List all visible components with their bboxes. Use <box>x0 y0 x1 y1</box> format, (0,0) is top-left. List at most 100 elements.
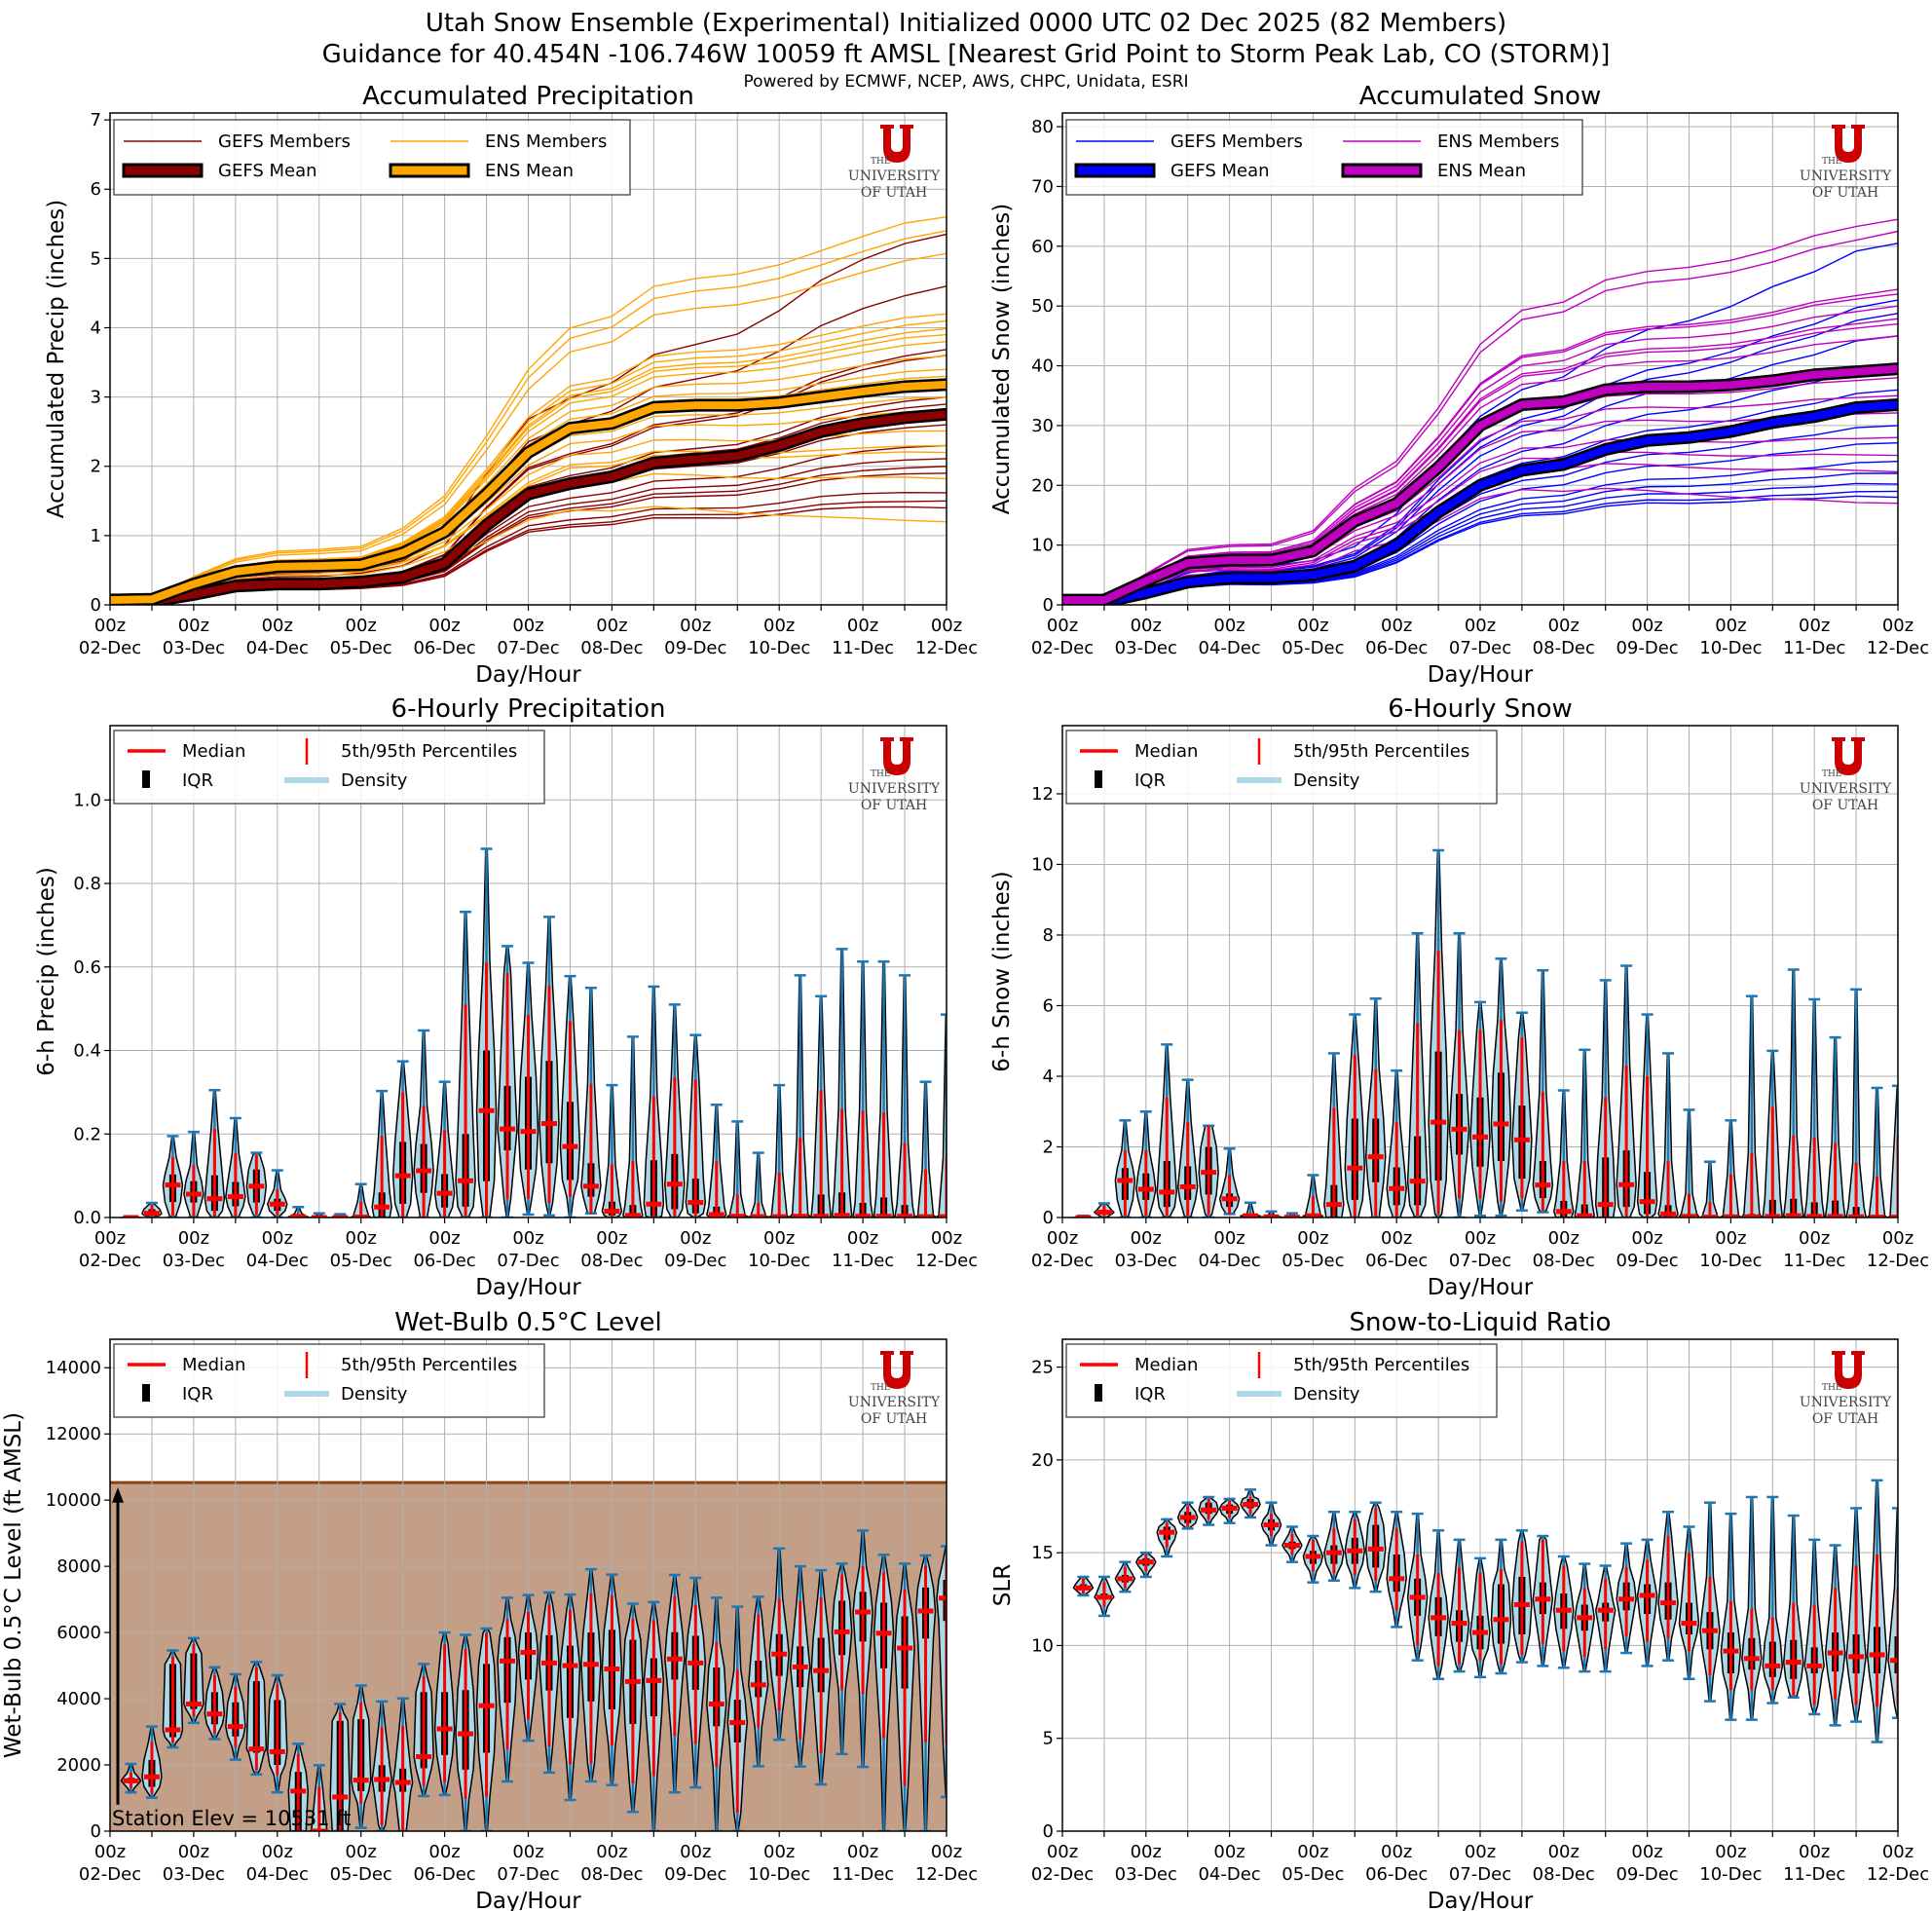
violin-11 <box>1302 1534 1324 1584</box>
violin-median <box>771 1214 788 1218</box>
violin-median <box>1283 1215 1300 1218</box>
violin-median <box>771 1651 788 1657</box>
x-tick-hour-label: 00z <box>1799 616 1830 636</box>
logo-text-of-utah: OF UTAH <box>861 1411 927 1427</box>
violin-median <box>520 1129 537 1135</box>
violin-median <box>143 1211 160 1217</box>
violin-median <box>1367 1546 1384 1552</box>
violin-36 <box>1824 1035 1846 1218</box>
violin-28 <box>706 1596 727 1831</box>
x-tick-date-label: 10-Dec <box>1699 1864 1762 1885</box>
x-tick-date-label: 09-Dec <box>1616 638 1678 658</box>
violin-median <box>1555 1209 1572 1215</box>
x-tick-hour-label: 00z <box>512 616 543 636</box>
member-line-ens-members <box>110 230 947 600</box>
y-tick-label: 10 <box>1031 854 1054 875</box>
x-tick-date-label: 04-Dec <box>1198 1251 1260 1271</box>
violin-median <box>1367 1154 1384 1160</box>
violin-3 <box>183 1636 204 1725</box>
logo-text-the: THE <box>1822 1383 1841 1393</box>
violin-median <box>1243 1502 1259 1508</box>
member-line-ens-members <box>1062 293 1898 601</box>
x-tick-hour-label: 00z <box>1882 1842 1913 1862</box>
x-tick-date-label: 10-Dec <box>748 1864 810 1885</box>
legend-label: Density <box>341 770 408 791</box>
violin-median <box>416 1168 432 1174</box>
violin-11 <box>350 1182 372 1218</box>
violin-14 <box>1365 996 1387 1218</box>
y-axis-label: SLR <box>990 1564 1016 1606</box>
legend-label: IQR <box>182 770 213 791</box>
violin-16 <box>1406 931 1429 1218</box>
legend-label: GEFS Members <box>1170 131 1303 152</box>
violin-median <box>1869 1215 1885 1218</box>
violin-17 <box>1428 848 1449 1218</box>
violin-median <box>500 1126 516 1132</box>
violin-6 <box>245 1661 268 1777</box>
x-tick-hour-label: 00z <box>1047 1842 1078 1862</box>
violin-median <box>1305 1554 1321 1559</box>
violin-median <box>1243 1213 1259 1218</box>
x-tick-date-label: 08-Dec <box>580 1251 643 1271</box>
x-tick-date-label: 03-Dec <box>163 1251 225 1271</box>
violin-median <box>520 1649 537 1655</box>
violin-median <box>729 1720 746 1726</box>
chart-title: Wet-Bulb 0.5°C Level <box>394 1308 662 1337</box>
x-axis-label: Day/Hour <box>475 1275 581 1300</box>
violin-median <box>813 1214 830 1218</box>
legend-label: 5th/95th Percentiles <box>341 741 517 762</box>
x-tick-hour-label: 00z <box>680 616 711 636</box>
x-tick-date-label: 05-Dec <box>330 1251 392 1271</box>
x-tick-date-label: 11-Dec <box>832 638 894 658</box>
violin-median <box>729 1214 746 1218</box>
y-tick-label: 3 <box>91 388 101 408</box>
x-tick-date-label: 08-Dec <box>580 1864 643 1885</box>
violin-32 <box>789 974 811 1218</box>
x-tick-date-label: 08-Dec <box>1533 638 1595 658</box>
x-tick-date-label: 12-Dec <box>1867 638 1929 658</box>
x-tick-date-label: 02-Dec <box>79 1251 141 1271</box>
violin-median <box>562 1143 578 1149</box>
x-tick-hour-label: 00z <box>1213 616 1245 636</box>
x-tick-hour-label: 00z <box>1047 616 1078 636</box>
legend-box <box>113 730 545 805</box>
logo-text-the: THE <box>1822 157 1841 167</box>
violin-1 <box>1094 1202 1115 1218</box>
violin-median <box>374 1204 390 1210</box>
violin-median <box>792 1214 808 1218</box>
x-tick-date-label: 06-Dec <box>413 1864 475 1885</box>
violin-2 <box>162 1649 184 1749</box>
violin-11 <box>1302 1174 1324 1218</box>
violin-median <box>1493 1121 1509 1127</box>
legend-label: GEFS Mean <box>218 161 317 181</box>
block-u-icon <box>880 125 913 163</box>
y-tick-label: 6 <box>91 179 101 200</box>
violin-median <box>666 1656 683 1662</box>
x-tick-date-label: 06-Dec <box>1365 1251 1428 1271</box>
y-tick-label: 14000 <box>46 1358 101 1378</box>
chart-panel-5: Median 5th/95th Percentiles IQR Density THE U… <box>990 1308 1929 1911</box>
y-tick-label: 70 <box>1031 176 1054 197</box>
violin-median <box>1201 1507 1217 1513</box>
violin-median <box>1201 1170 1217 1176</box>
violin-37 <box>894 1562 915 1831</box>
legend-box <box>1065 730 1498 805</box>
x-tick-date-label: 07-Dec <box>497 638 559 658</box>
violin-27 <box>1636 1013 1658 1218</box>
x-tick-hour-label: 00z <box>1799 1228 1830 1249</box>
violin-6 <box>1198 1124 1219 1218</box>
violin-median <box>1451 1621 1468 1627</box>
plot-area <box>120 1529 947 1831</box>
violin-29 <box>1678 1108 1700 1218</box>
violin-20 <box>1490 1538 1512 1675</box>
violin-24 <box>622 1602 644 1814</box>
violin-32 <box>789 1564 811 1768</box>
x-tick-hour-label: 00z <box>1548 616 1579 636</box>
violin-median <box>855 1214 872 1218</box>
violin-36 <box>873 1553 895 1831</box>
legend-label: ENS Mean <box>485 161 574 181</box>
member-line-ens-members <box>110 252 947 600</box>
violin-median <box>1765 1214 1781 1218</box>
